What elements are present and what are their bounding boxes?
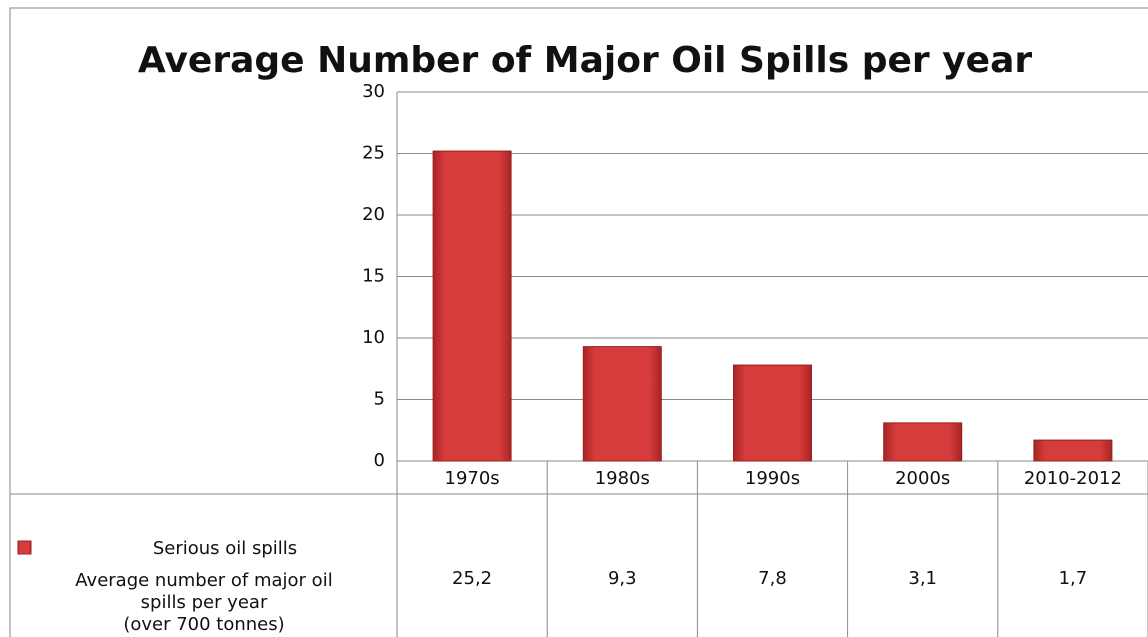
x-tick-label: 1990s bbox=[745, 468, 800, 489]
x-tick-label: 1980s bbox=[595, 468, 650, 489]
bar bbox=[883, 422, 963, 462]
y-tick-label: 0 bbox=[374, 450, 385, 471]
data-table-value: 7,8 bbox=[758, 568, 787, 589]
y-tick-label: 15 bbox=[362, 266, 385, 287]
y-tick-label: 20 bbox=[362, 204, 385, 225]
bar bbox=[582, 346, 662, 462]
chart-border bbox=[9, 7, 1148, 637]
x-tick-label: 1970s bbox=[445, 468, 500, 489]
bar bbox=[432, 150, 512, 462]
y-tick-label: 10 bbox=[362, 327, 385, 348]
y-tick-label: 5 bbox=[374, 389, 385, 410]
legend-key bbox=[17, 540, 32, 555]
data-table-value: 25,2 bbox=[452, 568, 492, 589]
table-row-label: Average number of major oil bbox=[75, 570, 332, 591]
bar bbox=[1033, 439, 1113, 462]
data-table-value: 1,7 bbox=[1059, 568, 1088, 589]
legend-label: Serious oil spills bbox=[153, 538, 297, 559]
x-tick-label: 2010-2012 bbox=[1024, 468, 1122, 489]
x-tick-label: 2000s bbox=[895, 468, 950, 489]
table-row-label: (over 700 tonnes) bbox=[123, 614, 284, 635]
y-tick-label: 30 bbox=[362, 81, 385, 102]
bar bbox=[733, 364, 812, 462]
table-row-label: spills per year bbox=[141, 592, 268, 613]
y-tick-label: 25 bbox=[362, 143, 385, 164]
data-table-value: 3,1 bbox=[908, 568, 937, 589]
chart-title: Average Number of Major Oil Spills per y… bbox=[138, 40, 1033, 81]
data-table-value: 9,3 bbox=[608, 568, 637, 589]
